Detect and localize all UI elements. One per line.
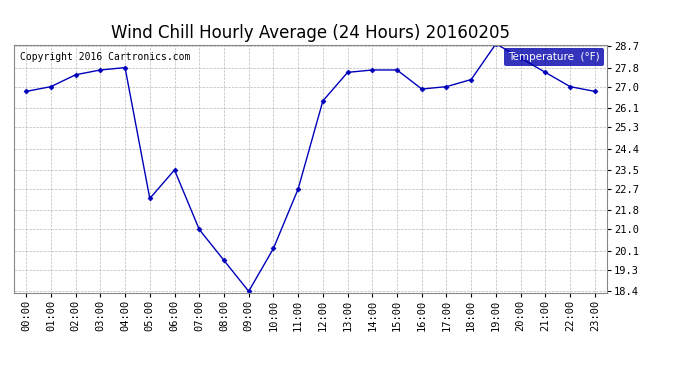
Title: Wind Chill Hourly Average (24 Hours) 20160205: Wind Chill Hourly Average (24 Hours) 201… — [111, 24, 510, 42]
Legend: Temperature  (°F): Temperature (°F) — [504, 48, 604, 66]
Text: Copyright 2016 Cartronics.com: Copyright 2016 Cartronics.com — [20, 53, 190, 62]
